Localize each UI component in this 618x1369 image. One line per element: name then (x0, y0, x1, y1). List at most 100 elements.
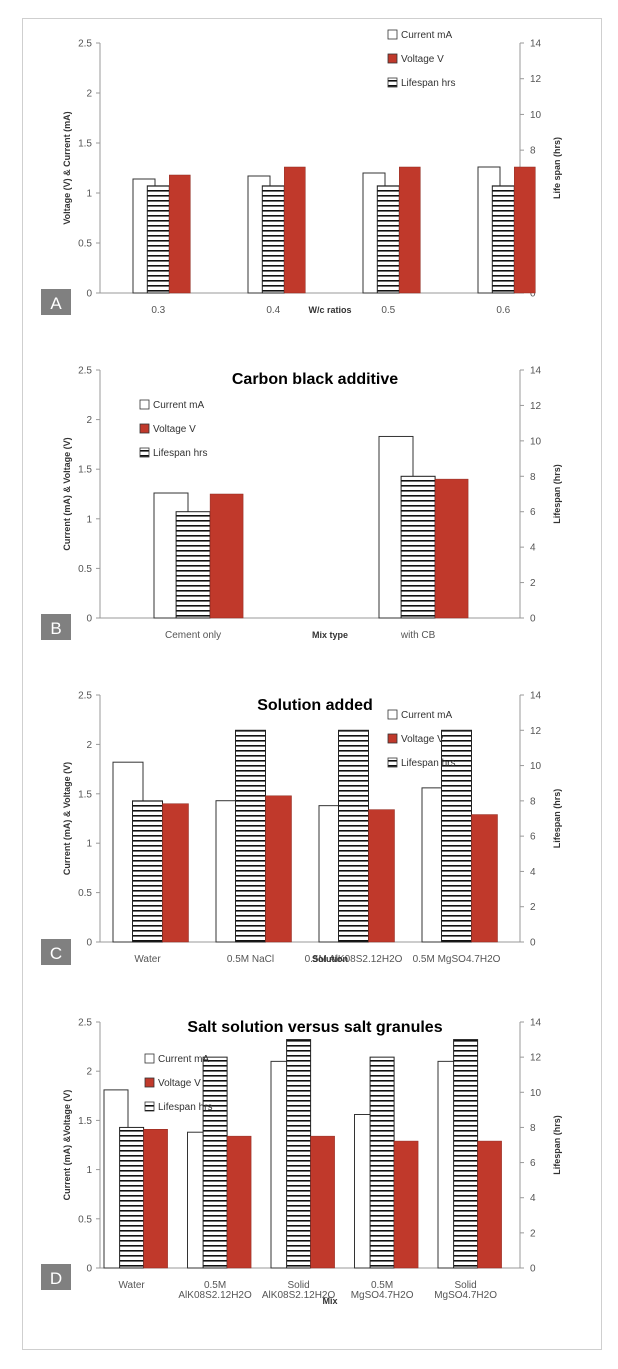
y2-tick-label: 10 (530, 761, 542, 772)
legend-label-voltage: Voltage V (153, 424, 196, 435)
y-tick-label: 0.5 (78, 1214, 92, 1225)
y-axis-label: Current (mA) &Voltage (V) (62, 1090, 72, 1201)
legend-swatch-voltage (139, 423, 150, 434)
y-tick-label: 0.5 (78, 888, 92, 899)
x-tick-label: Solid (454, 1280, 476, 1291)
voltage-bar (399, 166, 421, 294)
legend-swatch-current (139, 399, 150, 410)
voltage-bar (434, 478, 469, 619)
y2-tick-label: 2 (530, 578, 536, 589)
legend-label-lifespan: Lifespan hrs (401, 78, 455, 89)
voltage-bar (514, 166, 536, 294)
panel-label-box (41, 289, 71, 315)
voltage-bar (368, 809, 395, 943)
y2-tick-label: 14 (530, 691, 542, 702)
legend-label-voltage: Voltage V (158, 1078, 201, 1089)
x-tick-label: 0.5M (371, 1280, 393, 1291)
voltage-bar (209, 493, 244, 619)
y2-tick-label: 8 (530, 146, 536, 157)
legend-label-current: Current mA (158, 1054, 209, 1065)
x-tick-label: Cement only (165, 630, 221, 641)
x-tick-label: Water (134, 954, 161, 965)
legend-label-voltage: Voltage V (401, 54, 444, 65)
y-axis-label: Voltage (V) & Current (mA) (62, 111, 72, 224)
legend-label-current: Current mA (401, 30, 452, 41)
legend-label-current: Current mA (401, 710, 452, 721)
legend-swatch-voltage (387, 733, 398, 744)
y2-tick-label: 14 (530, 1018, 542, 1029)
lifespan-bar (261, 185, 285, 294)
y2-axis-label: Lifespan (hrs) (552, 1115, 562, 1175)
y2-tick-label: 8 (530, 796, 536, 807)
y-tick-label: 2.5 (78, 691, 92, 702)
legend-swatch-voltage (144, 1077, 155, 1088)
y-tick-label: 1 (86, 839, 92, 850)
y-tick-label: 0 (86, 289, 92, 300)
legend-label-lifespan: Lifespan hrs (153, 448, 207, 459)
y2-tick-label: 0 (530, 938, 536, 949)
x-tick-label: Solid (287, 1280, 309, 1291)
lifespan-bar (400, 475, 436, 619)
y2-tick-label: 0 (530, 614, 536, 625)
panel-label: C (50, 944, 62, 963)
y2-axis-label: Lifespan (hrs) (552, 789, 562, 849)
lifespan-bar (202, 1056, 228, 1269)
y-tick-label: 0.5 (78, 239, 92, 250)
y2-axis-label: Life span (hrs) (552, 137, 562, 199)
y2-tick-label: 4 (530, 1193, 536, 1204)
y2-tick-label: 0 (530, 1264, 536, 1275)
y2-tick-label: 12 (530, 401, 542, 412)
y2-tick-label: 6 (530, 832, 536, 843)
x-axis-label: Mix (322, 1296, 337, 1306)
lifespan-bar (235, 729, 266, 943)
y-tick-label: 2 (86, 740, 92, 751)
y-tick-label: 0 (86, 938, 92, 949)
lifespan-bar (146, 185, 170, 294)
lifespan-bar (491, 185, 515, 294)
y2-tick-label: 4 (530, 867, 536, 878)
y2-tick-label: 2 (530, 902, 536, 913)
legend-label-current: Current mA (153, 400, 204, 411)
y2-tick-label: 10 (530, 1088, 542, 1099)
y-tick-label: 2.5 (78, 366, 92, 377)
x-tick-label: 0.4 (266, 305, 280, 316)
x-tick-label: 0.5M NaCl (227, 954, 274, 965)
lifespan-bar (338, 729, 369, 943)
y2-tick-label: 12 (530, 1053, 542, 1064)
x-axis-label: W/c ratios (308, 305, 351, 315)
x-tick-label: AlK08S2.12H2O (262, 1290, 336, 1301)
lifespan-bar (376, 185, 400, 294)
panel-label-box (41, 1264, 71, 1290)
y-tick-label: 0 (86, 614, 92, 625)
x-tick-label: 0.3 (151, 305, 165, 316)
y-tick-label: 2 (86, 415, 92, 426)
x-tick-label: 0.5M (204, 1280, 226, 1291)
y-tick-label: 1 (86, 189, 92, 200)
x-tick-label: with CB (400, 630, 436, 641)
legend-swatch-current (387, 29, 398, 40)
lifespan-bar (369, 1056, 395, 1269)
y2-tick-label: 8 (530, 472, 536, 483)
legend-swatch-lifespan (144, 1101, 155, 1112)
lifespan-bar (453, 1039, 479, 1269)
y-tick-label: 2 (86, 1067, 92, 1078)
legend-label-lifespan: Lifespan hrs (158, 1102, 212, 1113)
y2-tick-label: 0 (530, 289, 536, 300)
y-tick-label: 1.5 (78, 139, 92, 150)
voltage-bar (265, 795, 292, 943)
panel-label: A (50, 294, 62, 313)
panel-label-box (41, 939, 71, 965)
voltage-bar (471, 814, 498, 943)
x-axis-label: Mix type (312, 630, 348, 640)
y2-tick-label: 14 (530, 39, 542, 50)
y-tick-label: 0 (86, 1264, 92, 1275)
y-tick-label: 0.5 (78, 564, 92, 575)
legend-label-voltage: Voltage V (401, 734, 444, 745)
y2-tick-label: 2 (530, 1228, 536, 1239)
panel-label: B (50, 619, 61, 638)
x-tick-label: Water (118, 1280, 145, 1291)
y-tick-label: 1.5 (78, 1116, 92, 1127)
panel-label: D (50, 1269, 62, 1288)
legend-swatch-current (387, 709, 398, 720)
